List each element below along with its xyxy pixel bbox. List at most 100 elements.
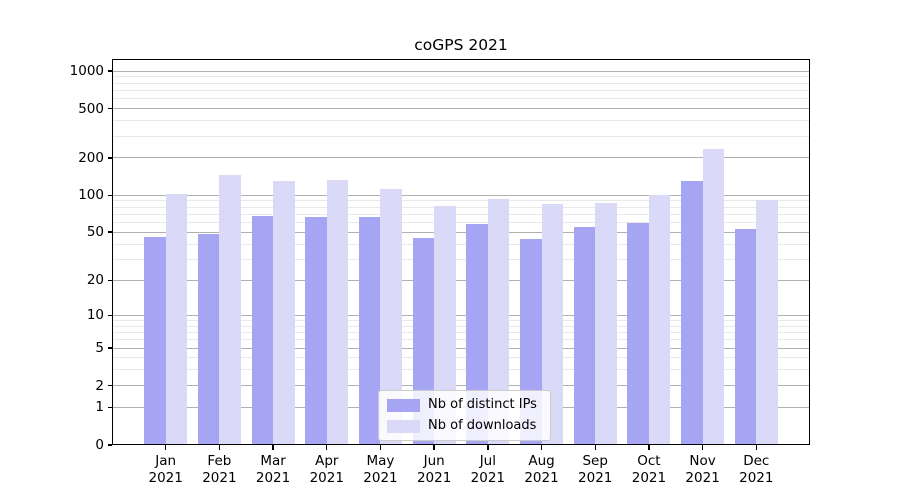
minor-gridline-4 — [112, 357, 810, 359]
minor-gridline-8 — [112, 325, 810, 327]
x-tick-mark-jul — [487, 445, 489, 450]
y-tick-mark-1 — [107, 406, 112, 409]
y-tick-label-10: 10 — [86, 307, 104, 324]
x-tick-mark-nov — [701, 445, 704, 450]
minor-gridline-300 — [112, 135, 810, 137]
x-tick-mark-jan — [164, 445, 167, 450]
x-tick-label-may: May 2021 — [351, 453, 409, 487]
bar-nb-of-downloads-apr — [326, 180, 349, 445]
y-tick-mark-100 — [107, 194, 112, 196]
x-tick-mark-dec — [755, 445, 757, 450]
y-tick-mark-1000 — [107, 70, 112, 72]
x-tick-month: Sep — [582, 453, 608, 469]
minor-gridline-30 — [112, 258, 810, 260]
minor-gridline-70 — [112, 213, 810, 215]
x-tick-label-nov: Nov 2021 — [674, 453, 732, 487]
y-tick-label-200: 200 — [78, 149, 104, 166]
legend-entry-nb-of-distinct-ips: Nb of distinct IPs — [387, 397, 537, 413]
y-tick-label-500: 500 — [78, 100, 104, 117]
x-tick-year: 2021 — [309, 470, 344, 486]
bar-nb-of-downloads-mar — [273, 181, 295, 445]
x-tick-year: 2021 — [685, 470, 720, 486]
x-tick-month: Nov — [689, 453, 716, 469]
bar-nb-of-distinct-ips-sep — [573, 227, 596, 445]
bar-nb-of-distinct-ips-jan — [144, 236, 166, 445]
major-gridline-1000 — [112, 70, 810, 72]
x-tick-mark-aug — [540, 445, 543, 450]
spine-top — [112, 59, 810, 61]
x-tick-mark-oct — [648, 445, 650, 450]
x-tick-mark-mar — [272, 445, 274, 450]
minor-gridline-40 — [112, 243, 810, 245]
y-tick-mark-500 — [107, 107, 112, 110]
x-tick-year: 2021 — [470, 470, 506, 486]
x-tick-label-mar: Mar 2021 — [244, 453, 302, 487]
x-tick-month: Jan — [155, 453, 177, 469]
x-tick-label-feb: Feb 2021 — [190, 453, 248, 487]
minor-gridline-9 — [112, 319, 810, 321]
y-tick-label-100: 100 — [78, 187, 104, 204]
x-tick-mark-feb — [218, 445, 221, 450]
minor-gridline-6 — [112, 339, 810, 341]
major-gridline-500 — [112, 108, 810, 110]
x-tick-month: Jul — [479, 453, 496, 469]
bar-nb-of-downloads-jan — [165, 194, 188, 445]
bar-nb-of-downloads-nov — [702, 149, 725, 445]
major-gridline-5 — [112, 347, 810, 349]
major-gridline-100 — [112, 194, 810, 196]
y-tick-mark-2 — [107, 384, 112, 387]
x-tick-mark-apr — [326, 445, 328, 450]
x-tick-year: 2021 — [578, 470, 613, 486]
major-gridline-50 — [112, 231, 810, 233]
bar-nb-of-downloads-jun — [434, 205, 456, 445]
bar-nb-of-downloads-feb — [219, 175, 241, 445]
y-tick-mark-0 — [107, 444, 112, 446]
bar-nb-of-distinct-ips-nov — [681, 181, 703, 445]
x-tick-year: 2021 — [202, 470, 237, 486]
x-tick-year: 2021 — [524, 470, 559, 486]
x-tick-label-jul: Jul 2021 — [459, 453, 517, 487]
bar-nb-of-distinct-ips-feb — [197, 234, 220, 445]
major-gridline-2 — [112, 385, 810, 387]
x-tick-year: 2021 — [255, 470, 291, 486]
bar-nb-of-downloads-dec — [756, 200, 778, 445]
y-tick-mark-10 — [107, 314, 112, 316]
x-tick-month: Jun — [423, 453, 445, 469]
x-tick-label-jun: Jun 2021 — [405, 453, 463, 487]
major-gridline-10 — [112, 314, 810, 316]
minor-gridline-400 — [112, 120, 810, 122]
y-tick-mark-20 — [107, 279, 112, 281]
y-tick-label-2: 2 — [95, 377, 104, 394]
major-gridline-200 — [112, 157, 810, 159]
x-tick-year: 2021 — [416, 470, 452, 486]
minor-gridline-80 — [112, 206, 810, 208]
y-tick-label-1000: 1000 — [69, 63, 104, 80]
x-tick-year: 2021 — [739, 470, 774, 486]
minor-gridline-7 — [112, 331, 810, 333]
x-tick-label-jan: Jan 2021 — [137, 453, 195, 487]
y-tick-mark-200 — [107, 157, 112, 159]
x-tick-label-dec: Dec 2021 — [727, 453, 785, 487]
minor-gridline-3 — [112, 369, 810, 371]
x-tick-label-apr: Apr 2021 — [298, 453, 356, 487]
y-tick-label-1: 1 — [95, 399, 104, 416]
x-tick-month: Apr — [315, 453, 339, 469]
x-tick-label-sep: Sep 2021 — [566, 453, 624, 487]
legend-label-nb-of-distinct-ips: Nb of distinct IPs — [428, 397, 537, 412]
legend: Nb of distinct IPs Nb of downloads — [378, 390, 551, 441]
minor-gridline-600 — [112, 98, 810, 100]
bar-nb-of-distinct-ips-jul — [466, 224, 488, 445]
bar-nb-of-downloads-jul — [487, 199, 510, 445]
y-tick-label-50: 50 — [86, 224, 104, 241]
plot-area — [112, 59, 810, 445]
x-tick-year: 2021 — [631, 470, 667, 486]
x-tick-month: Aug — [528, 453, 555, 469]
x-tick-mark-may — [379, 445, 382, 450]
y-tick-label-5: 5 — [95, 340, 104, 357]
minor-gridline-60 — [112, 222, 810, 223]
chart-title: coGPS 2021 — [414, 36, 508, 54]
x-tick-label-aug: Aug 2021 — [513, 453, 571, 487]
bar-nb-of-distinct-ips-dec — [734, 229, 757, 445]
minor-gridline-700 — [112, 89, 810, 91]
y-tick-label-0: 0 — [95, 437, 104, 453]
